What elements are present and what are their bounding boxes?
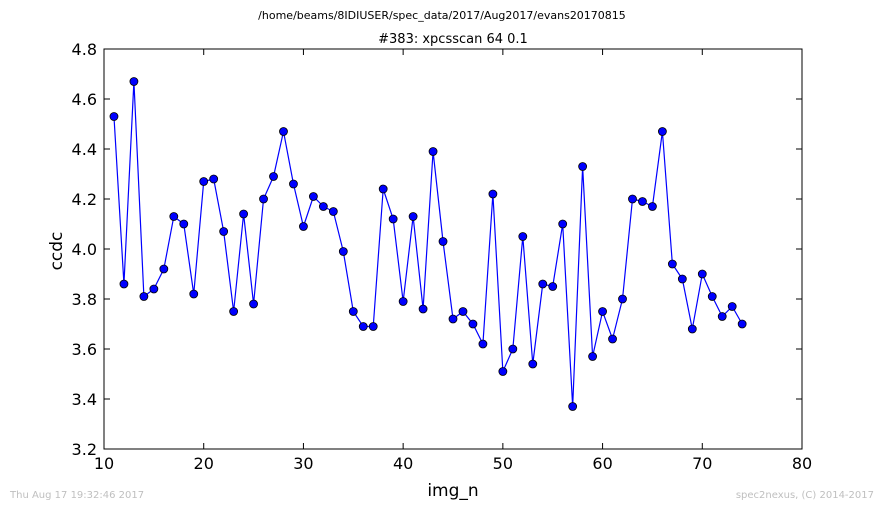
data-point: [358, 322, 368, 331]
data-point: [219, 227, 229, 236]
data-point: [667, 259, 677, 269]
data-point: [438, 237, 448, 246]
data-point: [558, 219, 568, 229]
data-point: [388, 214, 398, 224]
data-point: [109, 112, 119, 121]
y-tick-label: 4.8: [72, 40, 97, 59]
data-point: [368, 322, 378, 331]
data-point: [498, 367, 508, 376]
data-point: [199, 177, 209, 186]
data-point: [628, 194, 637, 204]
data-point: [119, 279, 129, 289]
data-point: [618, 294, 627, 304]
x-axis-label: img_n: [427, 481, 478, 501]
data-point: [468, 319, 478, 329]
x-tick-label: 50: [493, 454, 513, 473]
x-tick-label: 60: [592, 454, 612, 473]
x-tick-label: 70: [692, 454, 712, 473]
data-point: [328, 207, 338, 216]
data-point: [697, 269, 707, 279]
timestamp-footer: Thu Aug 17 19:32:46 2017: [9, 490, 144, 501]
data-point: [488, 189, 498, 199]
y-tick-label: 3.8: [72, 290, 97, 309]
data-point: [538, 279, 548, 289]
y-tick-label: 3.6: [72, 340, 97, 359]
data-point: [259, 194, 268, 204]
figure-suptitle: /home/beams/8IDIUSER/spec_data/2017/Aug2…: [258, 9, 626, 22]
y-tick-label: 3.2: [72, 440, 97, 459]
data-point: [727, 302, 737, 311]
chart-title: #383: xpcsscan 64 0.1: [378, 32, 528, 47]
y-tick-label: 3.4: [72, 390, 97, 409]
data-point: [717, 312, 727, 321]
data-point: [508, 344, 518, 354]
data-point: [279, 127, 288, 136]
data-point: [737, 319, 747, 329]
data-point: [209, 174, 219, 184]
data-point: [658, 127, 667, 136]
data-point: [418, 304, 428, 314]
y-tick-label: 4.6: [72, 90, 97, 109]
data-point: [308, 192, 318, 201]
data-point: [318, 202, 328, 211]
data-point: [398, 297, 408, 306]
data-point: [687, 324, 697, 334]
x-tick-label: 40: [393, 454, 413, 473]
x-tick-label: 10: [94, 454, 114, 473]
data-point: [478, 339, 488, 349]
axes-frame: [103, 48, 803, 450]
data-point: [169, 212, 179, 221]
data-point: [378, 184, 388, 194]
y-tick-label: 4.0: [72, 240, 97, 259]
data-point: [638, 197, 647, 206]
data-point: [159, 264, 169, 274]
data-point: [408, 212, 418, 221]
data-point: [518, 232, 528, 241]
y-tick-label: 4.4: [72, 140, 97, 159]
x-tick-label: 30: [293, 454, 313, 473]
y-axis-label: ccdc: [47, 232, 67, 271]
series-line: [113, 81, 743, 407]
data-point: [707, 292, 717, 301]
data-point: [269, 172, 278, 181]
data-point: [548, 282, 558, 291]
copyright-footer: spec2nexus, (C) 2014-2017: [736, 490, 874, 501]
data-point: [189, 289, 199, 299]
data-point: [588, 352, 597, 361]
data-point: [229, 307, 239, 316]
data-point: [139, 292, 149, 301]
data-point: [568, 402, 578, 411]
data-point: [458, 307, 468, 316]
data-point: [149, 284, 159, 294]
data-point: [428, 147, 438, 156]
data-point: [528, 359, 538, 369]
data-point: [249, 299, 258, 309]
data-point: [677, 274, 687, 284]
data-point: [299, 222, 308, 231]
data-point: [348, 307, 358, 316]
plot-area: 10 20 30 40 50 60 70 80 3.2 3.4 3.6 3.8 4.0 4.2 4.4 4.6…: [72, 40, 813, 473]
data-point: [129, 77, 139, 86]
data-point: [578, 162, 588, 171]
data-point: [648, 202, 657, 211]
data-point: [448, 314, 458, 324]
data-point: [338, 247, 348, 256]
x-tick-label: 20: [194, 454, 214, 473]
data-point: [179, 219, 189, 229]
data-point: [289, 179, 298, 189]
x-tick-label: 80: [792, 454, 812, 473]
data-point: [608, 334, 617, 344]
data-point: [239, 209, 249, 219]
y-tick-label: 4.2: [72, 190, 97, 209]
data-point: [598, 307, 607, 316]
